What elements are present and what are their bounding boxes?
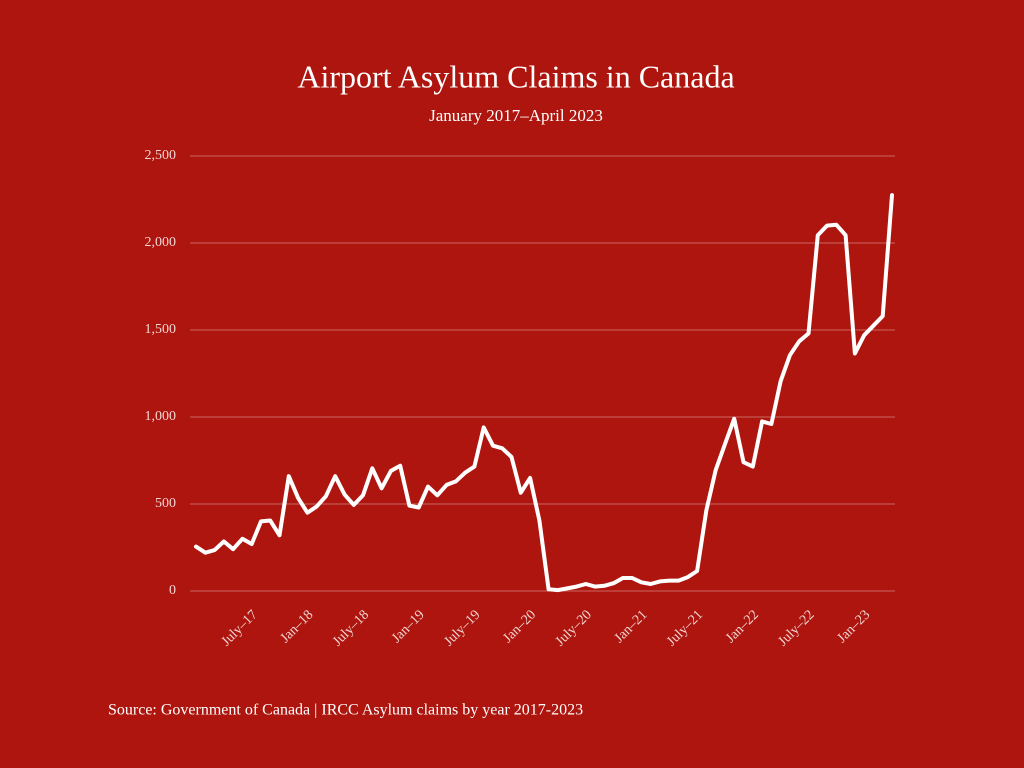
x-tick-label: Jan–20 <box>501 607 540 646</box>
x-tick-label: July–17 <box>219 607 261 649</box>
chart-subtitle: January 2017–April 2023 <box>429 106 603 125</box>
y-tick-label: 1,000 <box>145 409 177 424</box>
x-tick-label: Jan–18 <box>278 607 317 646</box>
y-tick-label: 2,000 <box>145 235 177 250</box>
x-tick-label: Jan–21 <box>612 607 651 646</box>
x-tick-label: Jan–23 <box>835 607 874 646</box>
y-tick-label: 0 <box>169 583 176 598</box>
y-tick-label: 500 <box>155 496 176 511</box>
data-line <box>194 193 894 593</box>
x-tick-label: July–21 <box>664 607 706 649</box>
x-tick-label: Jan–19 <box>389 607 428 646</box>
x-tick-label: July–19 <box>442 607 484 649</box>
x-tick-label: July–18 <box>330 607 372 649</box>
x-tick-label: Jan–22 <box>723 607 762 646</box>
y-tick-label: 2,500 <box>145 148 177 163</box>
x-tick-label: July–22 <box>776 607 818 649</box>
x-tick-label: July–20 <box>553 607 595 649</box>
source-note: Source: Government of Canada | IRCC Asyl… <box>108 702 583 719</box>
chart-title: Airport Asylum Claims in Canada <box>297 58 734 94</box>
y-tick-label: 1,500 <box>145 322 177 337</box>
